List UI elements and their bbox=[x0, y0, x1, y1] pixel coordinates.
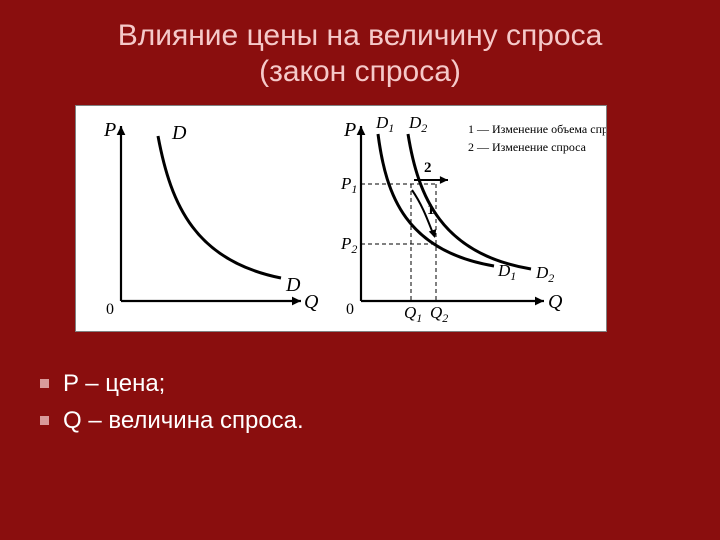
svg-text:P2: P2 bbox=[340, 234, 357, 256]
demand-diagram-svg: PQ0DDPQ0D1D1D2D2P1P2Q1Q2211 — Изменение … bbox=[76, 106, 606, 331]
slide-title: Влияние цены на величину спроса (закон с… bbox=[0, 18, 720, 90]
svg-text:P: P bbox=[343, 119, 356, 141]
svg-text:D2: D2 bbox=[535, 263, 554, 285]
bullet-text: Q – величина спроса. bbox=[63, 402, 304, 439]
bullet-item: Q – величина спроса. bbox=[40, 402, 304, 439]
svg-text:P: P bbox=[103, 119, 116, 141]
bullet-list: P – цена; Q – величина спроса. bbox=[40, 365, 304, 439]
svg-text:2 — Изменение спроса: 2 — Изменение спроса bbox=[468, 140, 587, 154]
svg-text:D1: D1 bbox=[375, 113, 394, 135]
svg-text:Q2: Q2 bbox=[430, 303, 448, 325]
svg-text:0: 0 bbox=[346, 301, 354, 318]
svg-text:P1: P1 bbox=[340, 174, 357, 196]
bullet-text: P – цена; bbox=[63, 365, 165, 402]
bullet-item: P – цена; bbox=[40, 365, 304, 402]
slide: Влияние цены на величину спроса (закон с… bbox=[0, 0, 720, 540]
svg-text:Q1: Q1 bbox=[404, 303, 422, 325]
bullet-square-icon bbox=[40, 416, 49, 425]
demand-figure: PQ0DDPQ0D1D1D2D2P1P2Q1Q2211 — Изменение … bbox=[75, 105, 607, 332]
title-line2: (закон спроса) bbox=[259, 55, 461, 88]
svg-text:D: D bbox=[171, 122, 187, 144]
title-line1: Влияние цены на величину спроса bbox=[118, 19, 603, 52]
svg-text:Q: Q bbox=[548, 291, 563, 313]
svg-text:1 — Изменение объема спроса;: 1 — Изменение объема спроса; bbox=[468, 122, 606, 136]
svg-text:D2: D2 bbox=[408, 113, 427, 135]
svg-text:1: 1 bbox=[427, 202, 435, 218]
svg-text:D: D bbox=[285, 274, 301, 296]
svg-text:Q: Q bbox=[304, 291, 319, 313]
svg-text:0: 0 bbox=[106, 301, 114, 318]
bullet-square-icon bbox=[40, 379, 49, 388]
svg-text:2: 2 bbox=[424, 160, 432, 176]
